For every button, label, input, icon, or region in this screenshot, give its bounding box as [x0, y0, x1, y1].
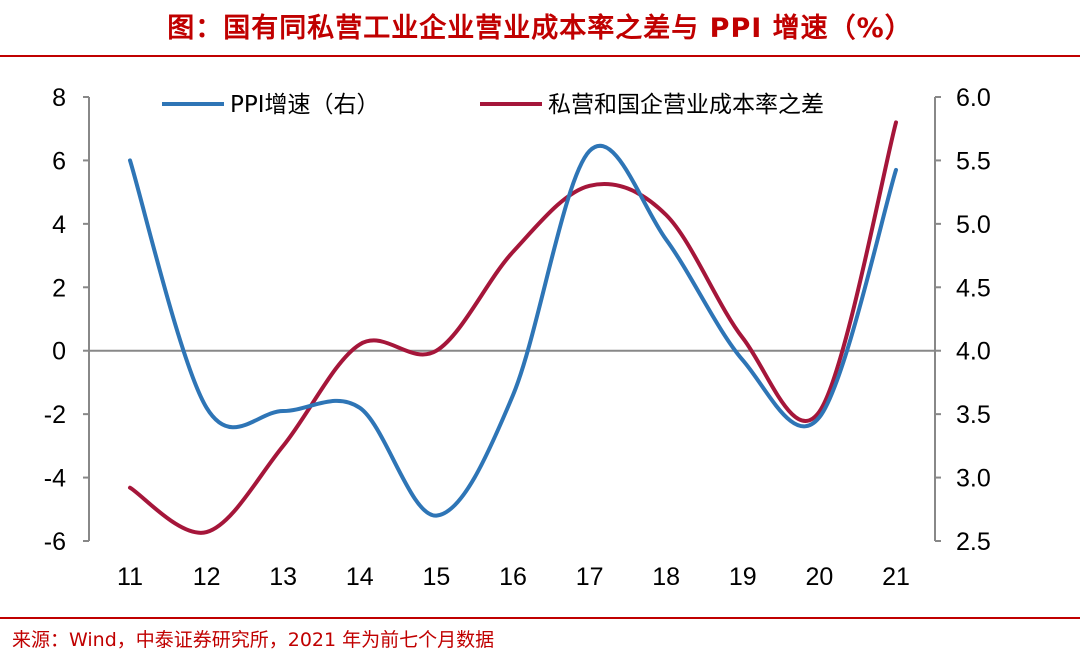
x-tick-label: 17 — [576, 563, 604, 591]
right-tick-label: 4.5 — [956, 274, 991, 302]
right-tick-label: 6.0 — [956, 84, 991, 112]
x-tick-label: 19 — [729, 563, 757, 591]
left-tick-label: 8 — [52, 84, 66, 112]
left-tick-label: 4 — [52, 211, 66, 239]
x-tick-label: 16 — [499, 563, 527, 591]
x-tick-label: 20 — [805, 563, 833, 591]
chart-axes — [88, 97, 936, 541]
x-tick-label: 13 — [269, 563, 297, 591]
right-tick-label: 4.0 — [956, 338, 991, 366]
left-tick-label: -2 — [44, 401, 66, 429]
series-line-ppi — [128, 143, 898, 518]
left-tick-label: 6 — [52, 147, 66, 175]
legend-label-cost-diff: 私营和国企营业成本率之差 — [548, 92, 824, 118]
legend-label-ppi: PPI增速（右） — [230, 92, 380, 118]
footer-divider — [0, 617, 1080, 619]
x-tick-label: 11 — [117, 563, 143, 591]
left-tick-label: 2 — [52, 274, 66, 302]
x-tick-label: 15 — [422, 563, 450, 591]
x-tick-label: 18 — [652, 563, 680, 591]
title-divider — [0, 55, 1080, 57]
left-tick-label: -6 — [44, 528, 66, 556]
x-tick-label: 12 — [193, 563, 221, 591]
right-tick-label: 5.0 — [956, 211, 991, 239]
x-tick-label: 14 — [346, 563, 374, 591]
right-tick-label: 3.0 — [956, 465, 991, 493]
source-note: 来源：Wind，中泰证券研究所，2021 年为前七个月数据 — [12, 629, 495, 651]
right-axis-ticks: 6.0 5.5 5.0 4.5 4.0 3.5 3.0 2.5 — [935, 84, 991, 556]
left-tick-label: 0 — [52, 338, 66, 366]
right-tick-label: 2.5 — [956, 528, 991, 556]
left-tick-label: -4 — [44, 465, 66, 493]
series-lines — [128, 120, 898, 535]
right-tick-label: 3.5 — [956, 401, 991, 429]
x-tick-label: 21 — [882, 563, 910, 591]
x-axis-ticks: 11 12 13 14 15 16 17 18 19 20 21 — [117, 563, 910, 591]
chart-title: 图：国有同私营工业企业营业成本率之差与 PPI 增速（%） — [167, 13, 913, 44]
legend: PPI增速（右） 私营和国企营业成本率之差 — [162, 92, 824, 118]
left-axis-ticks: 8 6 4 2 0 -2 -4 -6 — [44, 84, 89, 556]
right-tick-label: 5.5 — [956, 147, 991, 175]
series-line-cost-diff — [128, 120, 898, 535]
